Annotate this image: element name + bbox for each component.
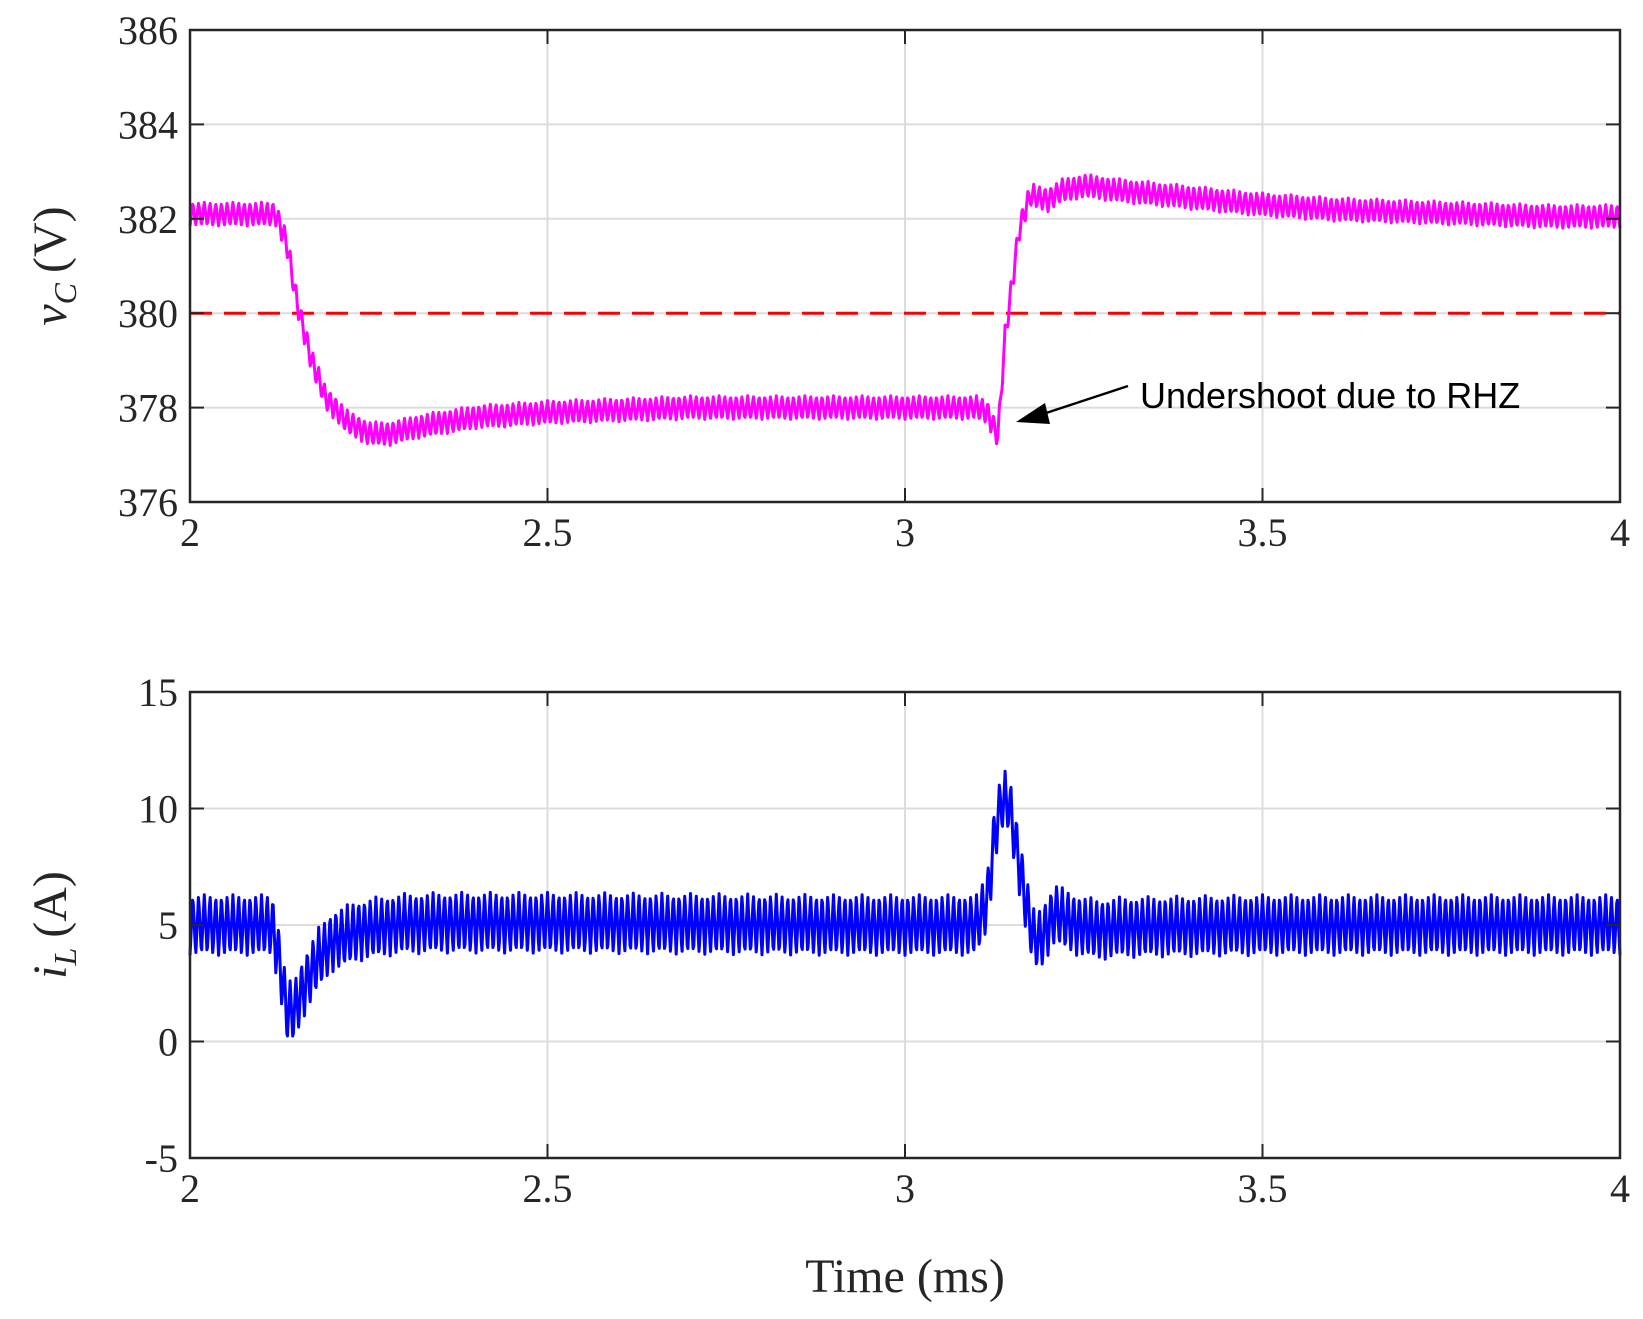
- plot-current: 2 2.5 3 3.5 4 -5 0 5 10 15 iL (A) Time (ms): [24, 670, 1630, 1303]
- x-tick-label: 3: [895, 1166, 915, 1211]
- y-label-unit-v: (V): [24, 206, 77, 273]
- x-tick-label: 2.5: [523, 510, 573, 555]
- y-axis-label-voltage: vC (V): [24, 206, 83, 325]
- y-tick-label: 376: [118, 480, 178, 525]
- y-tick-label: 15: [138, 670, 178, 715]
- y-tick-label: 10: [138, 787, 178, 832]
- x-tick-label: 4: [1610, 510, 1630, 555]
- y-tick-label: 5: [158, 903, 178, 948]
- y-tick-label: 0: [158, 1020, 178, 1065]
- x-tick-label: 2: [180, 510, 200, 555]
- y-label-subscript-c: C: [47, 282, 83, 304]
- y-tick-label: 386: [118, 8, 178, 53]
- plot-current-xticks: 2 2.5 3 3.5 4: [180, 692, 1630, 1211]
- x-tick-label: 3.5: [1238, 510, 1288, 555]
- y-label-symbol-i: i: [24, 966, 77, 979]
- x-tick-label: 3: [895, 510, 915, 555]
- x-tick-label: 4: [1610, 1166, 1630, 1211]
- y-label-symbol-v: v: [24, 304, 77, 326]
- y-tick-label: -5: [145, 1136, 178, 1181]
- plot-voltage: 2 2.5 3 3.5 4 376 378 380 382 384 386 Undershoot …: [24, 8, 1630, 555]
- annotation-arrow-head: [1016, 403, 1050, 424]
- y-tick-label: 380: [118, 291, 178, 336]
- series-vc: [188, 173, 1622, 447]
- annotation: Undershoot due to RHZ: [1016, 375, 1520, 424]
- x-tick-label: 2.5: [523, 1166, 573, 1211]
- plot-voltage-yticks: 376 378 380 382 384 386: [118, 8, 1620, 525]
- y-tick-label: 378: [118, 386, 178, 431]
- y-axis-label-current: iL (A): [24, 871, 83, 979]
- y-tick-label: 382: [118, 197, 178, 242]
- plot-current-yticks: -5 0 5 10 15: [138, 670, 1620, 1181]
- y-label-unit-a: (A): [24, 871, 77, 938]
- y-label-subscript-l: L: [47, 948, 83, 967]
- x-tick-label: 3.5: [1238, 1166, 1288, 1211]
- annotation-arrow-shaft: [1039, 384, 1129, 417]
- plot-voltage-xticks: 2 2.5 3 3.5 4: [180, 30, 1630, 555]
- x-tick-label: 2: [180, 1166, 200, 1211]
- y-tick-label: 384: [118, 102, 178, 147]
- series-il: [188, 769, 1622, 1038]
- annotation-text: Undershoot due to RHZ: [1140, 375, 1520, 416]
- x-axis-label-time: Time (ms): [805, 1250, 1005, 1303]
